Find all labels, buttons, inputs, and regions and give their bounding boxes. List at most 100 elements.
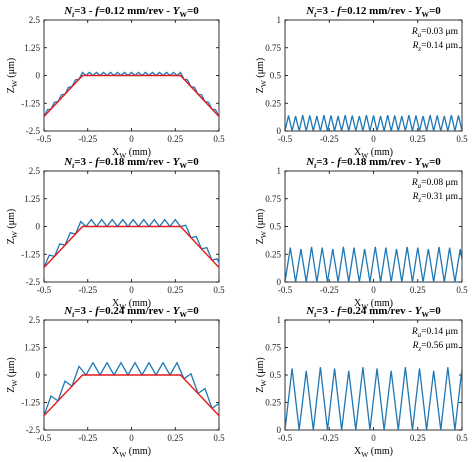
x-tick-label: 0: [371, 285, 376, 295]
y-tick-label: 0: [277, 425, 282, 435]
series-measured-line: [44, 218, 219, 269]
y-tick-label: 0.25: [265, 249, 281, 259]
annotation-ra: Ra=0.14 μm: [411, 327, 459, 339]
chart-title: Nt=3 - f=0.12 mm/rev - YW=0: [63, 5, 199, 19]
series-roughness-line: [285, 115, 462, 131]
y-axis-label: ZW (μm): [255, 58, 268, 94]
x-tick-label: 0.5: [456, 285, 468, 295]
x-axis-label: XW (mm): [112, 147, 151, 160]
y-tick-label: 2.5: [29, 315, 41, 325]
x-tick-label: 0.25: [410, 134, 426, 144]
x-tick-label: 0.25: [167, 285, 183, 295]
y-tick-label: 0.5: [270, 222, 282, 232]
x-tick-label: 0.5: [213, 134, 225, 144]
y-tick-label: 0: [36, 370, 41, 380]
x-tick-label: 0.5: [213, 433, 225, 443]
x-tick-label: 0: [129, 134, 134, 144]
y-tick-label: -1.25: [21, 249, 40, 259]
annotation-ra: Ra=0.08 μm: [411, 178, 459, 190]
chart-panel-6: -0.5 -0.25 0 0.25 0.5 1 0.75 0.5 0.25 0 Nt=3 - f=0…: [255, 305, 468, 459]
y-tick-label: 0: [277, 126, 282, 136]
x-tick-label: -0.5: [278, 433, 293, 443]
x-tick-label: 0: [129, 285, 134, 295]
x-tick-label: -0.25: [320, 285, 339, 295]
chart-panel-3: -0.5 -0.25 0 0.25 0.5 2.5 1.25 0 -1.25 -2.5 Nt=3 -…: [6, 156, 225, 311]
chart-title: Nt=3 - f=0.24 mm/rev - YW=0: [305, 305, 441, 319]
y-tick-label: 1.25: [24, 43, 40, 53]
y-tick-label: 1: [277, 15, 282, 25]
series-ideal-line: [44, 74, 219, 118]
x-axis-label: XW (mm): [354, 446, 393, 459]
x-axis-label: XW (mm): [354, 298, 393, 311]
x-tick-label: 0.5: [456, 134, 468, 144]
x-tick-label: 0.5: [456, 433, 468, 443]
x-tick-label: -0.5: [37, 433, 52, 443]
y-axis-label: ZW (μm): [6, 58, 19, 94]
annotation-rz: Rz=0.14 μm: [412, 41, 459, 53]
x-axis-label: XW (mm): [112, 298, 151, 311]
x-tick-label: 0.25: [167, 433, 183, 443]
y-tick-label: -1.25: [21, 98, 40, 108]
x-tick-label: -0.25: [320, 134, 339, 144]
y-tick-label: 0.75: [265, 43, 281, 53]
x-tick-label: -0.25: [78, 433, 97, 443]
chart-panel-1: -0.5 -0.25 0 0.25 0.5 2.5 1.25 0 -1.25 -2.5 Nt=3 -…: [6, 5, 225, 160]
y-tick-label: 0: [36, 71, 41, 81]
x-tick-label: -0.5: [37, 134, 52, 144]
x-tick-label: -0.25: [320, 433, 339, 443]
y-axis-label: ZW (μm): [6, 209, 19, 245]
y-tick-label: -2.5: [26, 425, 41, 435]
x-tick-label: 0.25: [410, 285, 426, 295]
chart-panel-5: -0.5 -0.25 0 0.25 0.5 2.5 1.25 0 -1.25 -2.5 Nt=3 -…: [6, 305, 225, 459]
chart-panel-4: -0.5 -0.25 0 0.25 0.5 1 0.75 0.5 0.25 0 Nt=3 - f=0…: [255, 156, 468, 311]
x-tick-label: 0.5: [213, 285, 225, 295]
y-tick-label: 0.25: [265, 98, 281, 108]
x-axis-label: XW (mm): [354, 147, 393, 160]
y-tick-label: 0.75: [265, 343, 281, 353]
x-tick-label: -0.5: [278, 285, 293, 295]
chart-title: Nt=3 - f=0.12 mm/rev - YW=0: [305, 5, 441, 19]
y-tick-label: 0.5: [270, 71, 282, 81]
y-tick-label: 0.25: [265, 398, 281, 408]
x-tick-label: -0.25: [78, 134, 97, 144]
y-tick-label: 0: [36, 222, 41, 232]
y-tick-label: -1.25: [21, 398, 40, 408]
y-tick-label: 1: [277, 315, 282, 325]
x-tick-label: -0.25: [78, 285, 97, 295]
y-tick-label: 2.5: [29, 15, 41, 25]
series-measured-line: [44, 361, 219, 417]
x-tick-label: 0: [371, 433, 376, 443]
y-tick-label: 0.5: [270, 370, 282, 380]
series-measured-line: [44, 71, 219, 118]
series-ideal-line: [44, 225, 219, 269]
y-tick-label: 0.75: [265, 194, 281, 204]
y-axis-label: ZW (μm): [6, 357, 19, 393]
y-tick-label: -2.5: [26, 126, 41, 136]
x-tick-label: 0.25: [410, 433, 426, 443]
chart-panel-2: -0.5 -0.25 0 0.25 0.5 1 0.75 0.5 0.25 0 Nt=3 - f=0…: [255, 5, 468, 160]
annotation-rz: Rz=0.56 μm: [412, 341, 459, 353]
chart-title: Nt=3 - f=0.18 mm/rev - YW=0: [305, 156, 441, 170]
y-tick-label: 1.25: [24, 194, 40, 204]
y-tick-label: 1: [277, 166, 282, 176]
annotation-rz: Rz=0.31 μm: [412, 192, 459, 204]
x-tick-label: 0: [371, 134, 376, 144]
x-tick-label: 0.25: [167, 134, 183, 144]
y-tick-label: 1.25: [24, 343, 40, 353]
x-tick-label: -0.5: [278, 134, 293, 144]
series-ideal-line: [44, 374, 219, 417]
chart-title: Nt=3 - f=0.18 mm/rev - YW=0: [63, 156, 199, 170]
x-axis-label: XW (mm): [112, 446, 151, 459]
y-tick-label: -2.5: [26, 277, 41, 287]
y-tick-label: 2.5: [29, 166, 41, 176]
series-roughness-line: [285, 246, 462, 282]
annotation-ra: Ra=0.03 μm: [411, 27, 459, 39]
y-tick-label: 0: [277, 277, 282, 287]
y-axis-label: ZW (μm): [255, 209, 268, 245]
chart-title: Nt=3 - f=0.24 mm/rev - YW=0: [63, 305, 199, 319]
series-roughness-line: [285, 367, 462, 430]
y-axis-label: ZW (μm): [255, 357, 268, 393]
x-tick-label: -0.5: [37, 285, 52, 295]
x-tick-label: 0: [129, 433, 134, 443]
